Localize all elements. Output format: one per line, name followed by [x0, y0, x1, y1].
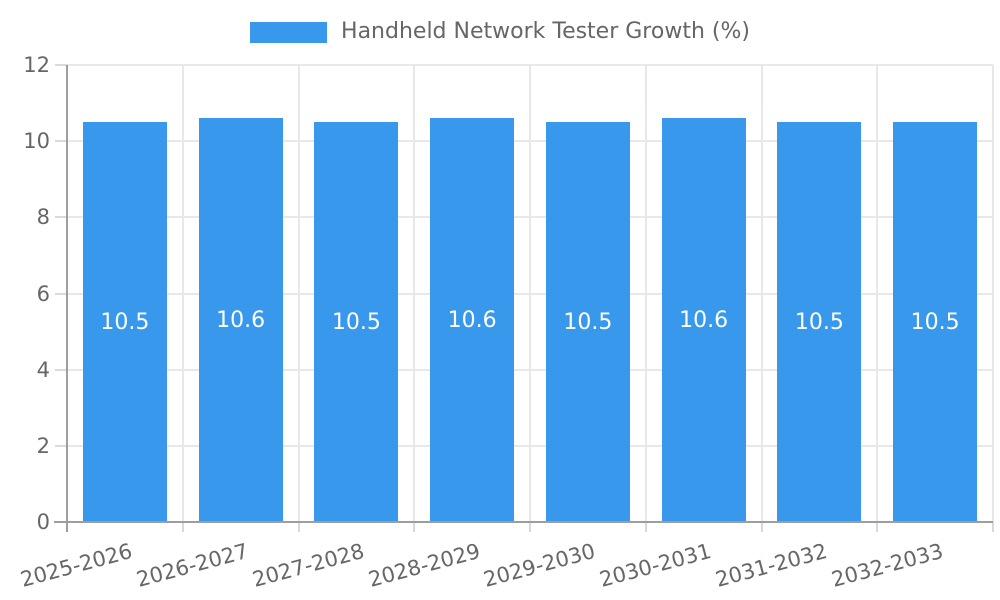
x-tick-label: 2026-2027	[134, 539, 251, 592]
y-axis-tick	[55, 140, 67, 143]
x-axis-tick	[297, 522, 300, 532]
x-axis-tick	[644, 522, 647, 532]
bar[interactable]: 10.5	[545, 122, 630, 522]
x-tick-label: 2025-2026	[18, 539, 136, 592]
y-axis-tick	[55, 368, 67, 371]
x-axis-tick	[181, 522, 184, 532]
y-axis-tick	[55, 64, 67, 66]
x-axis-tick	[992, 522, 994, 532]
x-axis-tick	[760, 522, 763, 532]
x-tick-label: 2028-2029	[365, 539, 483, 592]
legend-item[interactable]: Handheld Network Tester Growth (%)	[0, 20, 1000, 44]
x-gridline	[181, 65, 184, 522]
y-tick-label: 6	[36, 281, 50, 306]
x-axis-tick	[529, 522, 531, 532]
bar[interactable]: 10.5	[82, 122, 167, 522]
y-tick-label: 2	[36, 433, 50, 458]
bar[interactable]: 10.6	[661, 118, 746, 522]
x-tick-label: 2031-2032	[712, 539, 830, 592]
x-gridline	[876, 65, 879, 522]
y-tick-label: 0	[36, 510, 50, 534]
x-gridline	[760, 65, 763, 522]
bar-value-label: 10.6	[216, 307, 266, 333]
y-axis-tick	[55, 292, 67, 295]
bar[interactable]: 10.6	[430, 118, 515, 522]
y-tick-label: 4	[36, 357, 50, 382]
bar[interactable]: 10.5	[314, 122, 399, 522]
bar-value-label: 10.5	[794, 309, 844, 335]
bar-value-label: 10.6	[679, 307, 729, 333]
bar[interactable]: 10.6	[198, 118, 283, 522]
x-gridline	[644, 65, 647, 522]
x-axis-line	[54, 521, 993, 523]
legend-swatch[interactable]	[250, 21, 328, 43]
bar[interactable]: 10.5	[893, 122, 978, 522]
x-axis-tick	[876, 522, 879, 532]
x-gridline	[297, 65, 300, 522]
bar-value-label: 10.5	[100, 309, 150, 335]
x-tick-label: 2027-2028	[249, 539, 367, 592]
bar[interactable]: 10.5	[777, 122, 862, 522]
bar-value-label: 10.6	[447, 307, 497, 333]
y-tick-label: 8	[36, 205, 50, 230]
y-axis-tick	[55, 216, 67, 219]
y-tick-label: 10	[23, 129, 50, 154]
y-axis-line	[66, 65, 68, 532]
bar-value-label: 10.5	[910, 309, 960, 335]
x-gridline	[992, 65, 994, 522]
y-tick-label: 12	[23, 53, 50, 77]
x-tick-label: 2030-2031	[597, 539, 714, 592]
legend-label: Handheld Network Tester Growth (%)	[341, 19, 750, 44]
bar-value-label: 10.5	[563, 309, 613, 335]
x-tick-label: 2032-2033	[828, 539, 946, 592]
bar-value-label: 10.5	[331, 309, 381, 335]
x-axis-tick	[413, 522, 416, 532]
x-tick-label: 2029-2030	[481, 539, 599, 592]
x-gridline	[413, 65, 416, 522]
x-gridline	[529, 65, 531, 522]
y-axis-tick	[55, 444, 67, 447]
